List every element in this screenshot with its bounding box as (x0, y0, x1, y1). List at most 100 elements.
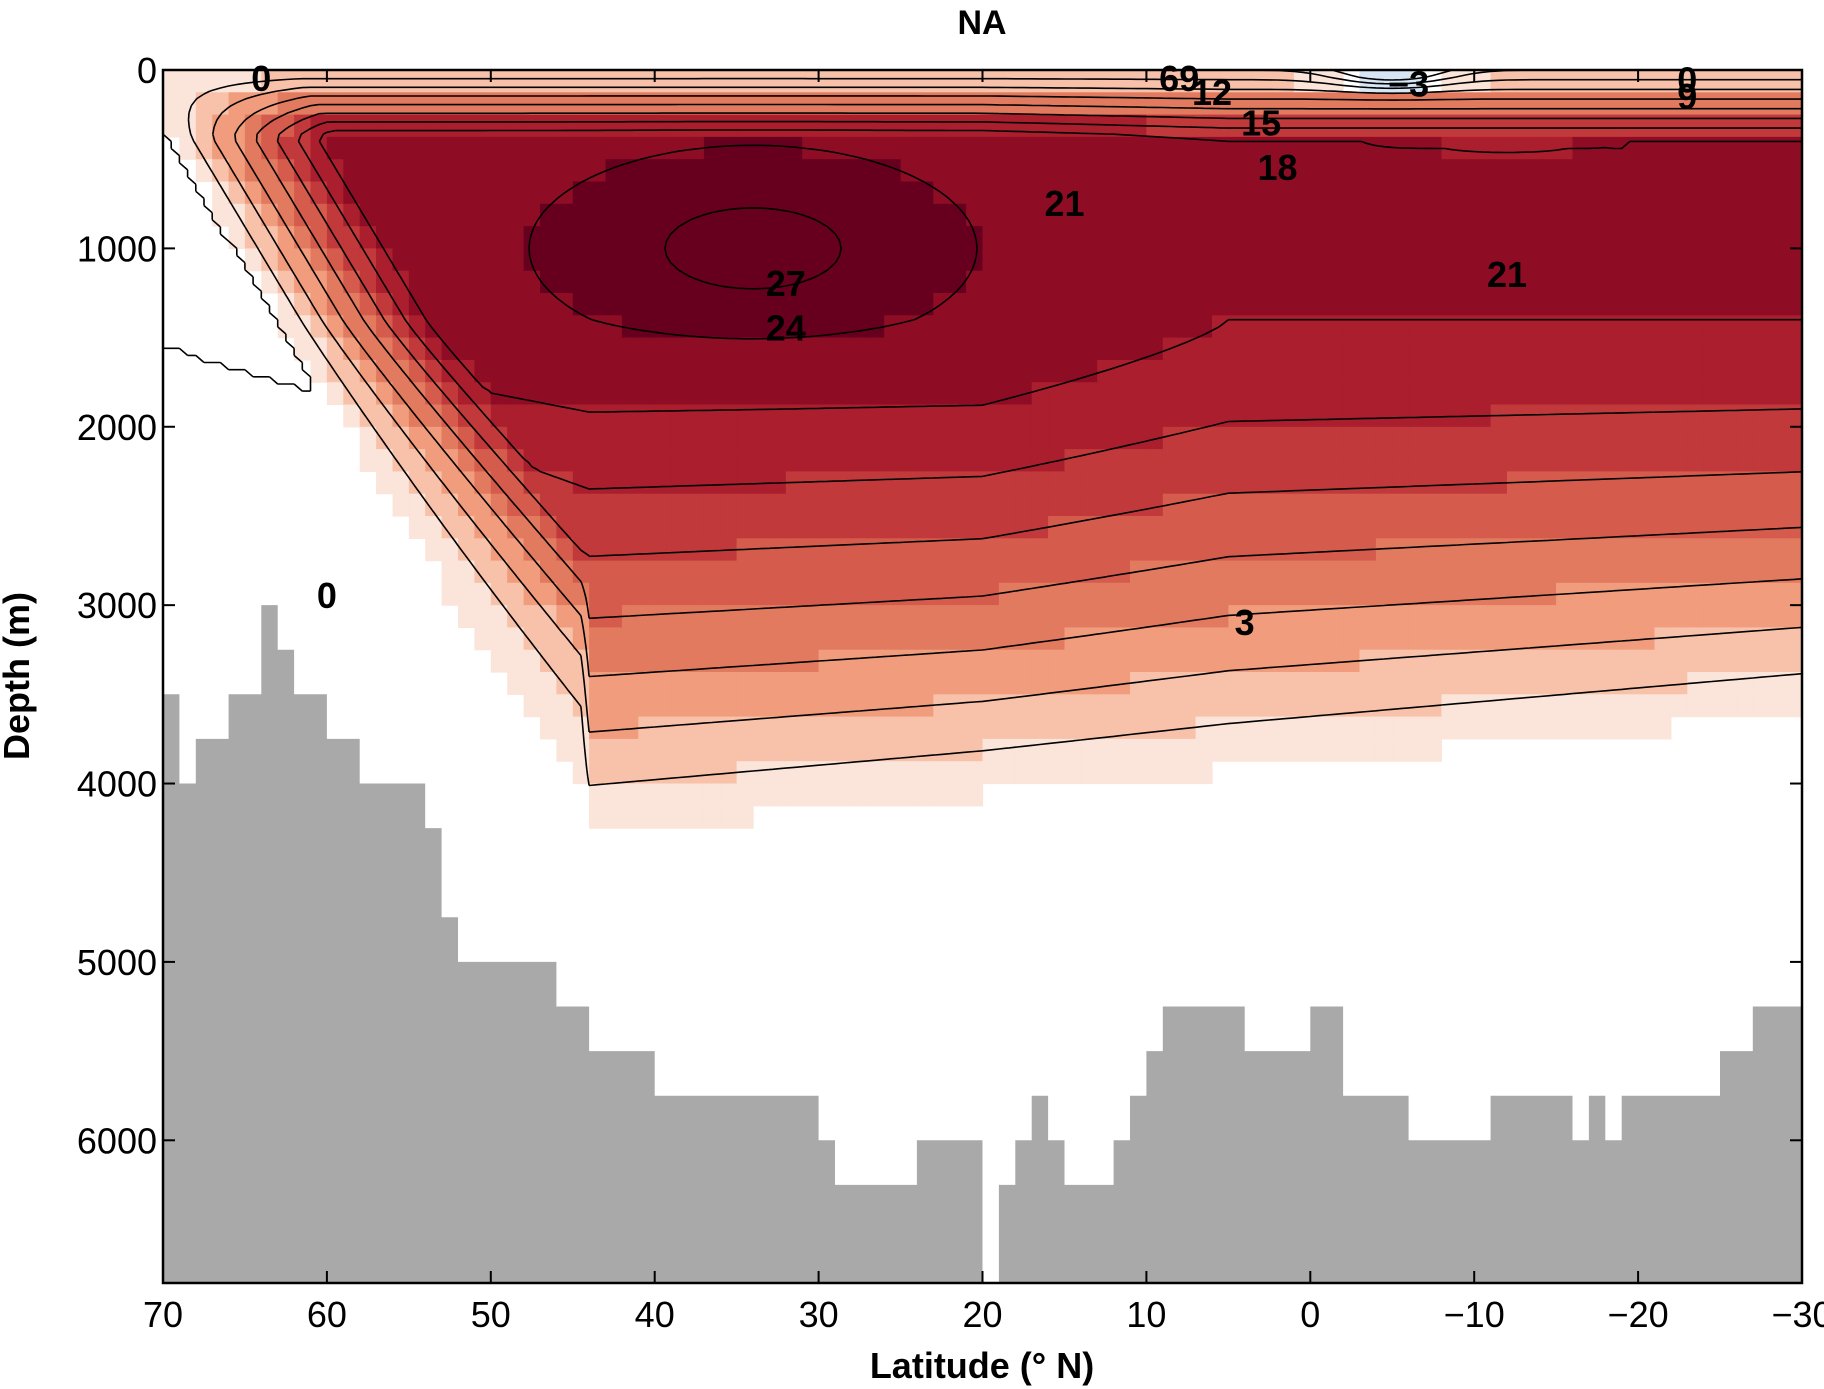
fill-cell (966, 516, 984, 539)
fill-cell (1539, 359, 1557, 383)
fill-cell (556, 136, 574, 160)
fill-cell (1670, 359, 1688, 383)
fill-cell (244, 226, 262, 249)
fill-cell (1212, 738, 1229, 762)
fill-cell (916, 382, 934, 406)
fill-cell (507, 359, 525, 383)
fill-cell (1326, 248, 1344, 272)
fill-cell (736, 694, 754, 718)
fill-cell (1015, 404, 1033, 428)
fill-cell (523, 605, 541, 628)
fill-cell (490, 404, 508, 428)
fill-cell (1359, 359, 1377, 383)
fill-cell (933, 270, 951, 294)
fill-cell (408, 493, 426, 517)
fill-cell (441, 426, 459, 450)
fill-cell (1343, 672, 1361, 695)
fill-cell (1736, 114, 1754, 138)
fill-cell (1048, 582, 1066, 606)
fill-cell (458, 605, 475, 628)
fill-cell (1736, 359, 1754, 383)
fill-cell (998, 203, 1016, 227)
fill-cell (933, 159, 951, 183)
fill-cell (884, 426, 902, 450)
fill-cell (949, 783, 967, 807)
fill-cell (785, 359, 803, 383)
fill-cell (326, 293, 344, 316)
fill-cell (425, 449, 443, 472)
fill-cell (1474, 716, 1492, 740)
fill-cell (1392, 738, 1410, 762)
fill-cell (769, 738, 787, 762)
fill-cell (605, 203, 623, 227)
fill-cell (1572, 471, 1590, 495)
fill-cell (1080, 70, 1098, 93)
fill-cell (1392, 382, 1410, 406)
fill-cell (1310, 649, 1328, 673)
fill-cell (703, 627, 721, 651)
fill-cell (605, 538, 623, 562)
fill-cell (916, 516, 934, 539)
fill-cell (507, 672, 525, 695)
fill-cell (1441, 493, 1459, 517)
fill-cell (1130, 293, 1147, 316)
fill-cell (1703, 516, 1721, 539)
fill-cell (1343, 627, 1361, 651)
fill-cell (1736, 136, 1754, 160)
fill-cell (753, 694, 770, 718)
fill-cell (1113, 516, 1131, 539)
fill-cell (753, 716, 770, 740)
fill-cell (1425, 226, 1442, 249)
fill-cell (1474, 627, 1492, 651)
fill-cell (1097, 181, 1115, 205)
fill-cell (1162, 471, 1180, 495)
fill-cell (900, 605, 918, 628)
fill-cell (1523, 203, 1541, 227)
fill-cell (916, 226, 934, 249)
fill-cell (785, 404, 803, 428)
fill-cell (1457, 449, 1475, 472)
fill-cell (376, 359, 394, 383)
fill-cell (556, 270, 574, 294)
fill-cell (884, 293, 902, 316)
fill-cell (720, 805, 738, 829)
fill-cell (1293, 92, 1311, 116)
fill-cell (1130, 337, 1147, 361)
fill-cell (671, 359, 689, 383)
fill-cell (966, 159, 984, 183)
fill-cell (1523, 627, 1541, 651)
fill-cell (1326, 70, 1344, 93)
fill-cell (1654, 605, 1672, 628)
fill-cell (933, 605, 951, 628)
fill-cell (1031, 203, 1049, 227)
fill-cell (474, 159, 492, 183)
fill-cell (294, 293, 312, 316)
fill-cell (572, 382, 590, 406)
fill-cell (703, 516, 721, 539)
fill-cell (326, 70, 344, 93)
fill-cell (441, 582, 459, 606)
fill-cell (1572, 315, 1590, 339)
fill-cell (1556, 627, 1574, 651)
fill-cell (1785, 248, 1802, 272)
fill-cell (523, 315, 541, 339)
fill-cell (228, 226, 246, 249)
fill-cell (654, 359, 672, 383)
fill-cell (998, 181, 1016, 205)
fill-cell (933, 426, 951, 450)
fill-cell (1736, 471, 1754, 495)
fill-cell (1015, 270, 1033, 294)
fill-cell (1113, 315, 1131, 339)
fill-cell (900, 404, 918, 428)
fill-cell (703, 404, 721, 428)
fill-cell (966, 582, 984, 606)
fill-cell (1097, 315, 1115, 339)
fill-cell (703, 315, 721, 339)
fill-cell (1621, 538, 1639, 562)
fill-cell (654, 783, 672, 807)
fill-cell (589, 694, 607, 718)
fill-cell (1769, 560, 1787, 584)
fill-cell (1277, 493, 1295, 517)
fill-cell (753, 114, 770, 138)
fill-cell (621, 359, 639, 383)
